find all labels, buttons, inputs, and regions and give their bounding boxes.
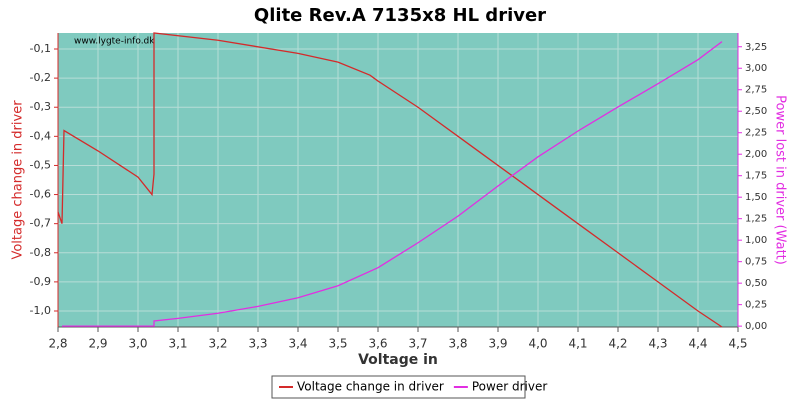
watermark: www.lygte-info.dk — [74, 37, 155, 47]
series-line — [62, 41, 723, 327]
legend-label: Power driver — [472, 380, 547, 394]
x-tick-label: 3,2 — [208, 337, 227, 351]
plot-area — [58, 33, 738, 327]
y-tick-label: -0,8 — [30, 246, 51, 259]
x-tick-label: 3,5 — [328, 337, 347, 351]
x-tick-label: 3,9 — [488, 337, 507, 351]
y2-tick-label: 0,75 — [745, 257, 767, 268]
y-tick-label: -0,1 — [30, 42, 51, 55]
y2-tick-label: 0,00 — [745, 321, 767, 332]
legend-label: Voltage change in driver — [297, 380, 444, 394]
chart-title: Qlite Rev.A 7135x8 HL driver — [254, 5, 546, 26]
y-tick-label: -1,0 — [30, 304, 51, 317]
x-tick-label: 4,0 — [528, 337, 547, 351]
x-tick-label: 4,2 — [608, 337, 627, 351]
y-tick-label: -0,4 — [30, 129, 51, 142]
x-tick-label: 3,7 — [408, 337, 427, 351]
y2-tick-label: 1,50 — [745, 192, 767, 203]
x-tick-label: 3,0 — [128, 337, 147, 351]
y2-tick-label: 0,50 — [745, 278, 767, 289]
y2-tick-label: 1,25 — [745, 214, 767, 225]
y-tick-label: -0,5 — [30, 158, 51, 171]
y-tick-label: -0,3 — [30, 100, 51, 113]
legend-box — [271, 375, 526, 399]
x-tick-label: 4,4 — [688, 337, 707, 351]
grid — [57, 33, 739, 327]
y-axis-label: Voltage change in driver — [11, 100, 26, 260]
x-tick-label: 3,1 — [168, 337, 187, 351]
y2-tick-label: 3,25 — [745, 42, 767, 53]
x-tick-label: 4,1 — [568, 337, 587, 351]
y-tick-label: -0,7 — [30, 217, 51, 230]
y2-tick-label: 2,50 — [745, 106, 767, 117]
x-tick-label: 3,4 — [288, 337, 307, 351]
y2-axis-label: Power lost in driver (Watt) — [773, 95, 788, 265]
x-tick-label: 4,5 — [728, 337, 747, 351]
y-tick-label: -0,9 — [30, 275, 51, 288]
x-tick-label: 2,9 — [88, 337, 107, 351]
y2-tick-label: 2,00 — [745, 149, 767, 160]
y2-tick-label: 2,25 — [745, 128, 767, 139]
y2-tick-label: 0,25 — [745, 300, 767, 311]
y-tick-label: -0,6 — [30, 188, 51, 201]
x-tick-label: 3,8 — [448, 337, 467, 351]
x-tick-label: 3,3 — [248, 337, 267, 351]
y-tick-label: -0,2 — [30, 71, 51, 84]
series-line — [57, 32, 723, 328]
y2-tick-label: 1,75 — [745, 171, 767, 182]
y2-tick-label: 3,00 — [745, 63, 767, 74]
x-tick-label: 2,8 — [48, 337, 67, 351]
y2-tick-label: 2,75 — [745, 85, 767, 96]
y2-tick-label: 1,00 — [745, 235, 767, 246]
x-tick-label: 4,3 — [648, 337, 667, 351]
x-tick-label: 3,6 — [368, 337, 387, 351]
x-axis-label: Voltage in — [358, 352, 438, 368]
